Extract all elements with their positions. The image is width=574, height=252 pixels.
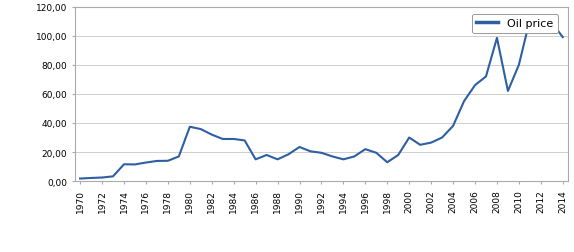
Oil price	[362, 148, 369, 151]
Oil price	[77, 177, 84, 180]
Oil price	[449, 125, 456, 128]
Oil price	[494, 37, 501, 40]
Oil price	[373, 152, 380, 155]
Oil price	[307, 150, 314, 153]
Legend: Oil price: Oil price	[471, 15, 558, 34]
Oil price	[131, 163, 138, 166]
Oil price	[208, 134, 215, 137]
Oil price	[99, 176, 106, 179]
Oil price	[187, 126, 193, 129]
Oil price	[384, 161, 391, 164]
Oil price	[263, 154, 270, 157]
Oil price	[548, 22, 555, 25]
Oil price	[526, 19, 533, 22]
Oil price	[296, 146, 303, 149]
Oil price	[176, 155, 183, 158]
Oil price	[142, 161, 149, 164]
Oil price	[537, 18, 544, 21]
Oil price	[252, 158, 259, 161]
Oil price	[505, 90, 511, 93]
Oil price	[351, 155, 358, 158]
Oil price	[460, 100, 467, 103]
Oil price	[483, 76, 490, 79]
Oil price	[153, 160, 160, 163]
Oil price	[274, 158, 281, 161]
Oil price	[439, 137, 445, 140]
Oil price	[329, 155, 336, 158]
Oil price	[428, 142, 435, 145]
Oil price	[559, 37, 566, 40]
Line: Oil price: Oil price	[80, 19, 563, 179]
Oil price	[285, 153, 292, 156]
Oil price	[219, 138, 226, 141]
Oil price	[230, 138, 237, 141]
Oil price	[164, 160, 171, 163]
Oil price	[241, 139, 248, 142]
Oil price	[110, 175, 117, 178]
Oil price	[395, 154, 402, 157]
Oil price	[88, 177, 95, 180]
Oil price	[340, 158, 347, 161]
Oil price	[472, 84, 479, 87]
Oil price	[121, 163, 127, 166]
Oil price	[406, 137, 413, 140]
Oil price	[417, 144, 424, 147]
Oil price	[318, 152, 325, 155]
Oil price	[515, 64, 522, 67]
Oil price	[197, 128, 204, 131]
